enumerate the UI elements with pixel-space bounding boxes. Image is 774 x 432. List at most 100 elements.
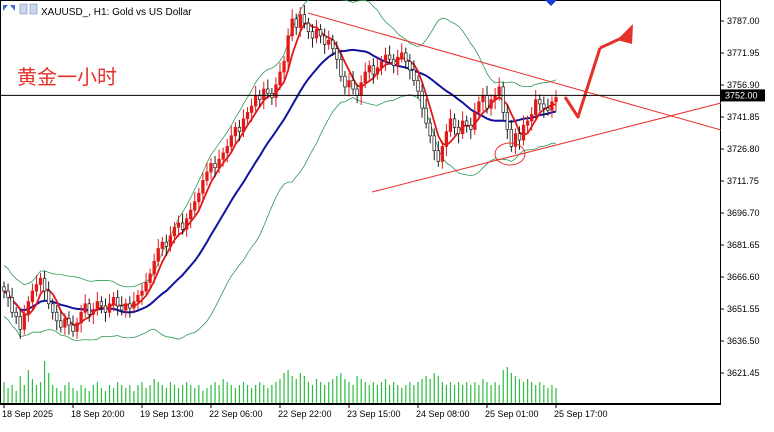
candle-body [144,282,148,292]
x-tick-label: 22 Sep 22:00 [278,409,332,419]
y-tick-label: 3651.55 [727,304,760,314]
candle-body [278,71,282,86]
candle-body [359,82,363,96]
target-arrow-shaft [599,34,627,50]
candle-body [172,226,177,237]
candle-body [258,95,262,101]
price-axis: 3787.00 3771.95 3756.90 3741.85 3726.80 3711.… [720,16,760,378]
candle-body [91,309,95,315]
candle-body [513,133,518,147]
candle-body [436,150,440,162]
candle-body [282,61,286,73]
candle-body [517,133,522,141]
upper-trendline[interactable] [307,12,722,131]
candle-body [95,301,100,311]
candle-body [18,316,22,330]
candle-body [294,18,298,28]
candle-body [75,322,79,332]
candle-body [184,218,189,230]
candle-body [152,260,156,275]
y-tick-label: 3787.00 [727,16,760,26]
candle-body [245,112,250,120]
candle-body [128,303,132,309]
candle-body [367,65,371,73]
x-tick-label: 18 Sep 20:00 [71,409,125,419]
candle-body [302,14,307,24]
candle-body [2,286,6,292]
candle-body [542,103,546,109]
symbol-menu-icon[interactable] [3,5,15,11]
candle-body [63,318,67,328]
candle-body [290,18,294,37]
candle-body [546,107,550,111]
x-tick-label: 25 Sep 17:00 [554,409,608,419]
candle-body [387,54,392,60]
candle-body [51,303,55,313]
candle-body [314,29,319,39]
candle-body [99,301,104,307]
chart-header: XAUUSD_, H1: Gold vs US Dollar [3,3,192,18]
lower-trendline[interactable] [371,102,722,193]
candle-body [460,120,465,135]
candle-body [14,311,18,317]
candle-body [509,129,514,147]
candle-body [456,126,461,135]
candle-body [111,297,116,305]
candle-body [83,303,87,313]
candle-body [160,241,164,249]
candle-body [416,80,420,92]
candle-body [71,324,75,332]
candle-body [310,31,315,39]
candlesticks [2,5,558,339]
candle-body [67,318,71,326]
bollinger-bands [3,0,557,342]
candle-body [38,277,43,286]
candle-body [156,248,160,262]
candle-body [201,180,205,194]
candle-body [237,126,242,132]
candle-body [132,301,136,309]
candle-body [327,39,331,45]
candle-body [538,99,542,105]
candle-body [485,95,489,109]
candle-body [343,75,347,88]
candle-body [253,95,258,107]
y-tick-label: 3636.50 [727,336,760,346]
candle-body [266,88,270,94]
candle-body [525,120,530,126]
candle-body [286,35,290,62]
candle-body [140,290,144,296]
candle-body [180,222,185,230]
candle-body [501,86,505,113]
candle-body [554,97,558,103]
y-tick-label: 3741.85 [727,112,760,122]
candle-body [164,241,169,247]
candle-body [481,95,485,103]
candle-body [87,303,91,315]
candle-body [22,314,26,330]
support-circle [494,142,526,166]
candle-body [34,284,39,292]
candle-body [505,112,509,130]
current-price-label: 3752.00 [725,90,758,100]
x-tick-label: 19 Sep 13:00 [140,409,194,419]
symbol-title: XAUUSD_, H1: Gold vs US Dollar [41,7,192,18]
candle-body [79,311,83,324]
candle-body [408,61,412,71]
y-tick-label: 3696.70 [727,208,760,218]
annotation-text: 黄金一小时 [17,66,117,89]
candle-body [103,305,108,313]
candle-body [274,84,278,98]
target-arrow-head [617,24,633,44]
candle-body [383,54,388,62]
candle-body [404,52,408,62]
candle-body [339,58,343,77]
candle-body [262,88,266,101]
candle-body [168,235,173,247]
candle-body [124,303,128,311]
candle-body [331,39,335,49]
y-tick-label: 3771.95 [727,48,760,58]
candle-body [120,305,124,311]
